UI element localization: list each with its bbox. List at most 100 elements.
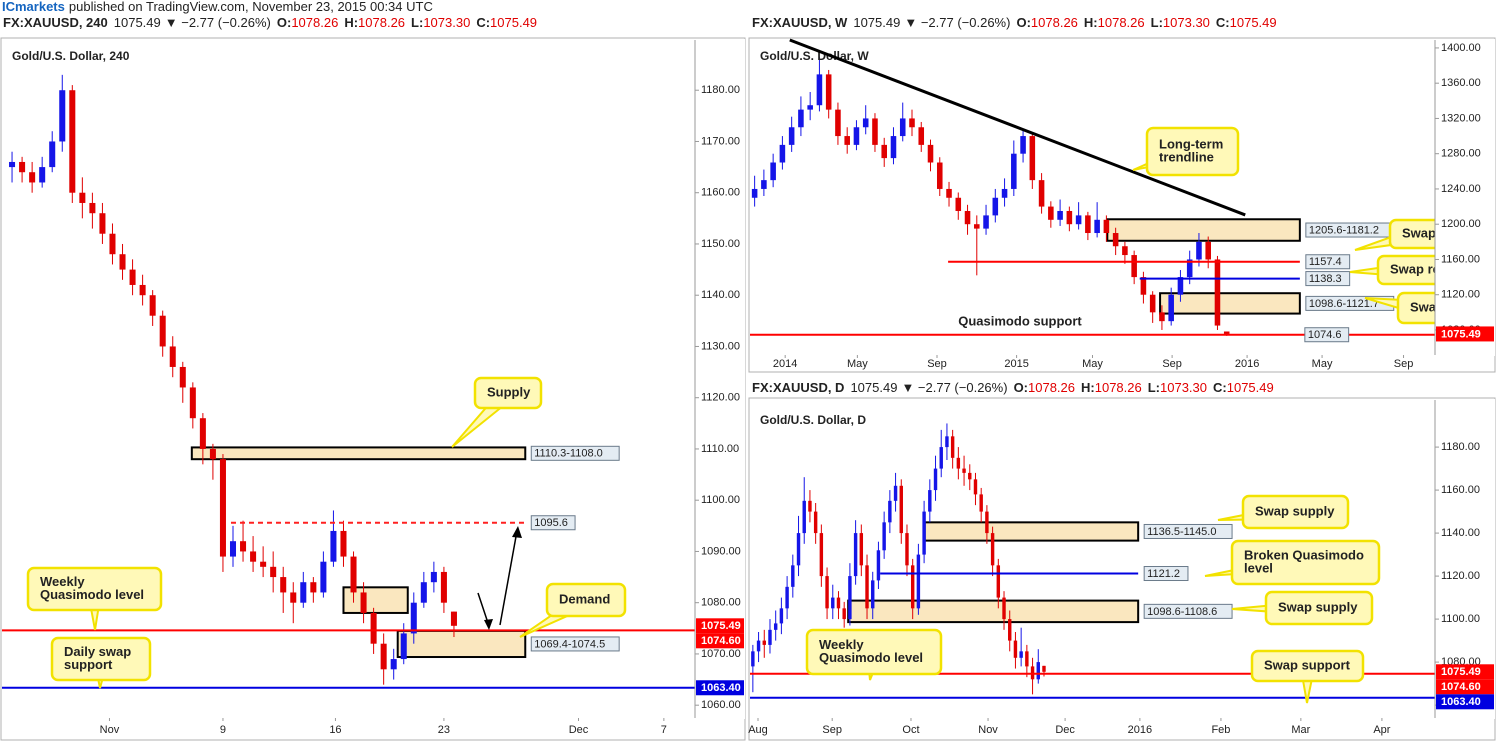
ohlc-key: H: (1081, 380, 1095, 395)
arrow-head (512, 526, 522, 538)
ohlc-value: 1073.30 (1163, 15, 1210, 30)
change: ▼ −2.77 (−0.26%) (904, 15, 1010, 30)
candle-body (979, 494, 983, 512)
x-tick-label: May (1312, 358, 1333, 370)
candle-body (950, 436, 955, 458)
candle-body (751, 188, 758, 198)
candle-body (770, 162, 776, 181)
candle-body (79, 192, 86, 203)
price-tag (696, 680, 744, 696)
candle-body (1048, 206, 1054, 220)
price-tag-label: 1063.40 (701, 682, 741, 694)
candle-body (1094, 219, 1100, 234)
ohlc-key: H: (1084, 15, 1098, 30)
y-tick-label: 1060.00 (701, 699, 741, 711)
last-price: 1075.49 (853, 15, 900, 30)
candle-body (400, 633, 407, 660)
x-tick-label: Dec (1055, 724, 1075, 736)
candle-body (300, 582, 307, 603)
candle-body (260, 561, 267, 567)
y-tick-label: 1200.00 (1441, 218, 1481, 230)
level-label: 1069.4-1074.5 (534, 638, 605, 650)
candle-body (762, 640, 766, 645)
candle-body (918, 127, 925, 145)
candle-body (420, 582, 427, 603)
symbol: FX:XAUUSD, D (752, 380, 844, 395)
arrow (499, 530, 518, 626)
candle-body (360, 592, 367, 613)
callout-text: Long-term (1159, 136, 1223, 151)
ohlc-value: 1075.49 (1227, 380, 1274, 395)
x-tick-label: Sep (927, 358, 947, 370)
callout-text: Swap (1402, 225, 1436, 240)
candle-body (390, 659, 397, 670)
candle-body (1075, 215, 1082, 225)
y-tick-label: 1070.00 (701, 648, 741, 660)
y-tick-label: 1110.00 (701, 443, 739, 455)
symbol: FX:XAUUSD, W (752, 15, 848, 30)
price-tag-label: 1075.49 (1441, 328, 1481, 340)
candle-body (773, 623, 778, 630)
ohlc-value: 1078.26 (1098, 15, 1145, 30)
zone (396, 629, 527, 659)
candle-body (768, 629, 772, 645)
x-tick-label: Aug (748, 724, 768, 736)
callout-text: trendline (1159, 149, 1214, 164)
level-label: 1138.3 (1309, 273, 1342, 285)
candle-body (430, 571, 437, 583)
zone (1106, 218, 1301, 242)
price-tag (1436, 679, 1494, 695)
candle-body (450, 611, 457, 626)
y-tick-label: 1140.00 (701, 289, 740, 301)
candle-body (992, 197, 999, 216)
candle-body (310, 582, 317, 593)
candle-body (1036, 662, 1040, 680)
candle-body (761, 180, 767, 189)
candle-body (973, 479, 978, 495)
candle-body (946, 188, 952, 198)
panel-border (748, 37, 1496, 373)
candle-body (751, 651, 755, 667)
candle-body (819, 533, 824, 577)
candle-body (119, 254, 126, 270)
candle-body (798, 109, 804, 128)
callout (26, 566, 163, 612)
candle-body (1186, 259, 1193, 278)
candle-body (99, 213, 106, 234)
level-label: 1121.2 (1147, 568, 1180, 580)
ohlc-key: L: (1148, 380, 1160, 395)
ohlc-value: 1078.26 (291, 15, 338, 30)
x-tick-label: Oct (902, 724, 919, 736)
candle-body (945, 436, 949, 448)
ohlc-key: O: (1014, 380, 1028, 395)
candle-body (49, 141, 56, 168)
level-label-box (1143, 603, 1233, 619)
x-tick-label: Nov (100, 724, 120, 736)
level-label: 1157.4 (1309, 256, 1342, 268)
price-tag-label: 1074.60 (1441, 681, 1481, 693)
candle-body (899, 485, 903, 534)
candle-body (859, 533, 864, 566)
y-tick-label: 1170.00 (701, 135, 740, 147)
x-tick-label: 9 (220, 724, 226, 736)
candle-body (1057, 210, 1063, 220)
ohlc-key: C: (476, 15, 490, 30)
ohlc-value: 1075.49 (490, 15, 537, 30)
level-label-box (1143, 523, 1233, 539)
candle-body (862, 118, 869, 128)
brand[interactable]: ICmarkets (2, 0, 65, 14)
candle-body (785, 586, 789, 609)
level-caption: Quasimodo support (958, 313, 1082, 328)
level-label-box (530, 636, 620, 652)
panel-title: Gold/U.S. Dollar, 240 (12, 49, 130, 63)
symbol: FX:XAUUSD, 240 (3, 15, 108, 30)
y-tick-label: 1160.00 (1441, 253, 1480, 265)
y-tick-label: 1320.00 (1441, 112, 1481, 124)
callout-text: Swap re (1390, 261, 1440, 276)
candle-body (1112, 233, 1119, 247)
level-label-box (1304, 327, 1350, 343)
candle-body (1042, 665, 1046, 672)
level-label-box (530, 445, 620, 461)
candle-body (853, 533, 858, 577)
ohlc-key: L: (1151, 15, 1163, 30)
